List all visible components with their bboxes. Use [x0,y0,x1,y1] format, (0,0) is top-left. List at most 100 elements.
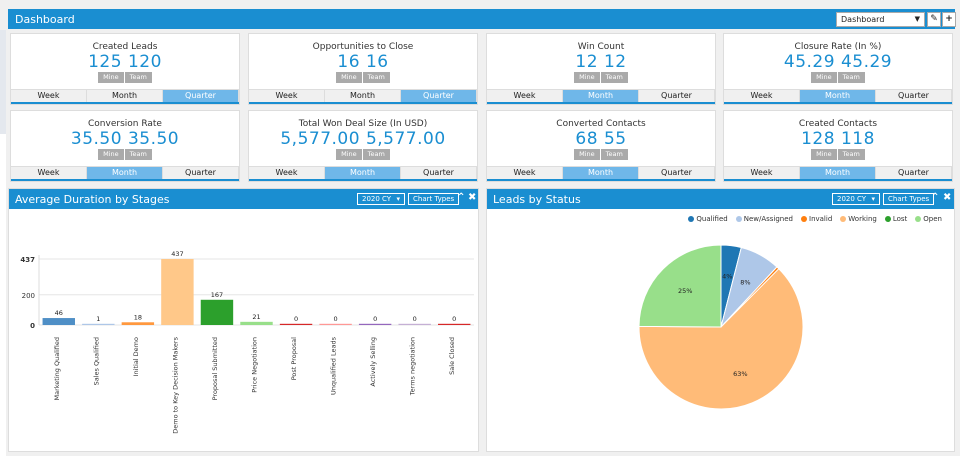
period-tab-week[interactable]: Week [249,90,325,102]
pie-slice-label: 25% [678,287,692,295]
kpi-title: Closure Rate (In %) [794,42,882,52]
period-tab-week[interactable]: Week [724,90,800,102]
card-underline [249,102,477,104]
period-select-value: 2020 CY [837,195,867,203]
category-label: Terms negotiation [409,337,417,396]
pie-legend: Qualified New/Assigned Invalid Working Lost O… [688,215,942,223]
kpi-title: Created Contacts [798,119,878,129]
period-tab-week[interactable]: Week [11,167,87,179]
pie-chart: 4% 8% 63% 25% [638,244,804,410]
kpi-title: Created Leads [92,42,158,52]
period-tab-quarter[interactable]: Quarter [163,167,239,179]
period-tab-week[interactable]: Week [724,167,800,179]
legend-item[interactable]: Qualified [688,215,728,223]
close-icon[interactable]: ✖ [468,192,477,203]
dashboard-header: Dashboard Dashboard ▼ ✎ + [8,9,956,29]
legend-label: Invalid [809,215,833,223]
dashboard-select-value: Dashboard [841,15,885,24]
card-underline [487,179,715,181]
period-tab-quarter[interactable]: Quarter [639,90,715,102]
category-label: Initial Demo [132,337,140,376]
period-tab-quarter[interactable]: Quarter [876,167,952,179]
period-tab-month[interactable]: Month [563,167,639,179]
kpi-mine-value: 12 [575,52,599,72]
kpi-title: Conversion Rate [88,119,162,129]
period-tab-week[interactable]: Week [249,167,325,179]
bar [240,321,273,325]
category-label: Proposal Submitted [211,337,219,400]
category-label: Unqualified Leads [330,336,338,395]
bar [279,323,313,325]
card-underline [487,102,715,104]
period-tab-month[interactable]: Month [325,90,401,102]
kpi-values: 128 118 [724,129,952,149]
legend-item[interactable]: Open [915,215,942,223]
chart-types-button[interactable]: Chart Types [883,193,935,205]
kpi-card: Closure Rate (In %) 45.29 45.29 Mine Team We… [723,33,953,105]
period-select[interactable]: 2020 CY ▾ [357,193,405,205]
period-tab-quarter[interactable]: Quarter [876,90,952,102]
team-label: Team [362,72,390,83]
add-dashlet-button[interactable]: + [942,12,956,27]
kpi-values: 12 12 [487,52,715,72]
kpi-team-value: 118 [840,129,875,149]
kpi-title: Converted Contacts [556,119,646,129]
leads-by-status-panel-header: Leads by Status 2020 CY ▾ Chart Types ⌃ … [487,189,954,209]
collapse-icon[interactable]: ⌃ [457,192,466,203]
legend-swatch [801,216,807,222]
period-tab-month[interactable]: Month [87,90,163,102]
close-icon[interactable]: ✖ [943,192,952,203]
category-label: Marketing Qualified [53,337,61,401]
legend-item[interactable]: Working [840,215,877,223]
legend-swatch [884,216,891,222]
period-tab-quarter[interactable]: Quarter [639,167,715,179]
pie-slice[interactable] [638,244,722,328]
bar-chart: 0 200 437 46 Marketing Qualified 1 Sales Quali… [20,250,474,434]
period-tab-quarter[interactable]: Quarter [401,167,477,179]
period-tab-month[interactable]: Month [325,167,401,179]
team-label: Team [600,72,628,83]
kpi-mine-value: 5,577.00 [280,129,361,149]
legend-item[interactable]: Invalid [801,215,832,223]
kpi-mine-value: 35.50 [70,129,123,149]
team-label: Team [124,149,152,160]
dashboard-select[interactable]: Dashboard ▼ [836,12,925,27]
bar [121,322,155,325]
period-tab-quarter[interactable]: Quarter [401,90,477,102]
bar-value-label: 0 [413,315,417,323]
legend-item[interactable]: Lost [884,215,907,223]
edit-dashboard-button[interactable]: ✎ [927,12,941,27]
period-tab-month[interactable]: Month [563,90,639,102]
bar [398,323,431,325]
period-select-value: 2020 CY [362,195,392,203]
category-label: Post Proposal [290,337,298,380]
edit-icon: ✎ [930,14,938,24]
pie-slice[interactable] [638,268,804,410]
collapse-icon[interactable]: ⌃ [931,192,940,203]
average-duration-panel: Average Duration by Stages 2020 CY ▾ Cha… [8,188,479,452]
period-tab-month[interactable]: Month [87,167,163,179]
kpi-card: Total Won Deal Size (In USD) 5,577.00 5,5… [248,110,478,182]
kpi-title: Opportunities to Close [312,42,414,52]
period-tab-week[interactable]: Week [487,167,563,179]
kpi-values: 5,577.00 5,577.00 [249,129,477,149]
period-tab-week[interactable]: Week [487,90,563,102]
period-tab-week[interactable]: Week [11,90,87,102]
bar-value-label: 1 [96,315,100,323]
kpi-mine-value: 68 [575,129,599,149]
legend-item[interactable]: New/Assigned [735,215,793,223]
bar-value-label: 21 [252,313,260,321]
bar-value-label: 46 [55,309,63,317]
period-tab-month[interactable]: Month [800,90,876,102]
period-select[interactable]: 2020 CY ▾ [832,193,880,205]
bar-value-label: 0 [373,315,377,323]
kpi-card: Conversion Rate 35.50 35.50 Mine Team Week Mo… [10,110,240,182]
card-underline [11,179,239,181]
pie-slice-label: 63% [733,370,747,378]
panel-title: Leads by Status [493,193,581,206]
leads-by-status-panel: Leads by Status 2020 CY ▾ Chart Types ⌃ … [486,188,955,452]
mine-label: Mine [811,72,837,83]
period-tab-month[interactable]: Month [800,167,876,179]
period-tab-quarter[interactable]: Quarter [163,90,239,102]
chart-types-button[interactable]: Chart Types [408,193,460,205]
